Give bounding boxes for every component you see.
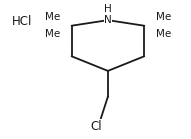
Text: Me: Me — [45, 29, 60, 39]
Text: Me: Me — [156, 29, 171, 39]
Text: H: H — [104, 4, 112, 14]
Text: N: N — [104, 15, 112, 25]
Text: Me: Me — [156, 12, 171, 22]
Text: Cl: Cl — [91, 120, 102, 133]
Text: Me: Me — [45, 12, 60, 22]
Text: HCl: HCl — [11, 15, 32, 28]
